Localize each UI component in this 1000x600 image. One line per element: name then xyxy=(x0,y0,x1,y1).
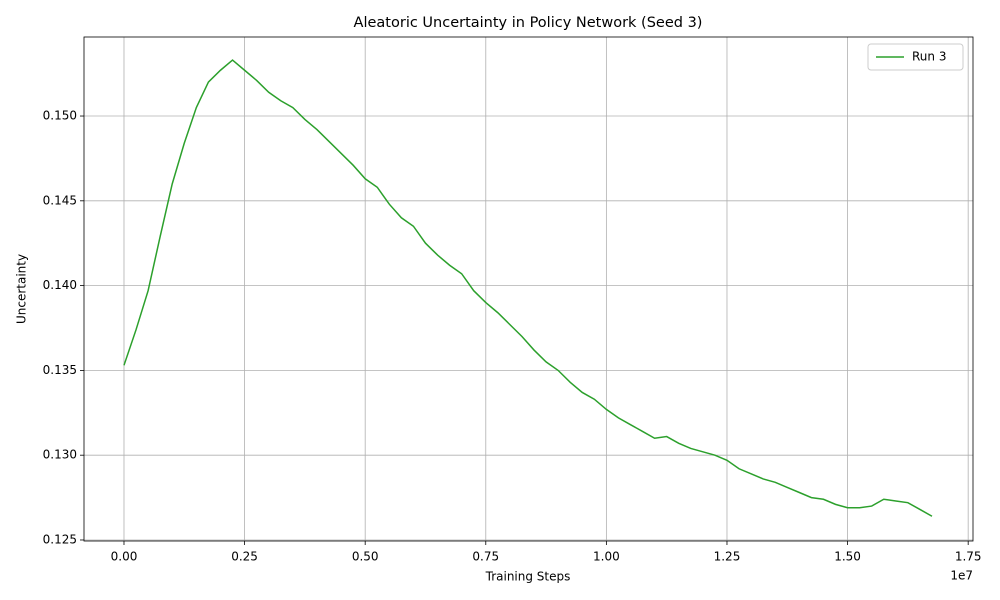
y-tick-label: 0.130 xyxy=(43,448,77,462)
x-tick-label: 0.00 xyxy=(111,550,138,564)
x-tick-label: 0.50 xyxy=(352,550,379,564)
x-axis-label: Training Steps xyxy=(485,570,571,584)
chart-title: Aleatoric Uncertainty in Policy Network … xyxy=(354,15,703,31)
x-tick-label: 1.75 xyxy=(955,550,982,564)
x-tick-label: 1.25 xyxy=(714,550,741,564)
data-line xyxy=(123,59,933,517)
legend-box xyxy=(867,43,964,71)
x-tick-label: 0.25 xyxy=(231,550,258,564)
x-tick-label: 0.75 xyxy=(472,550,499,564)
y-tick-label: 0.135 xyxy=(43,363,77,377)
y-tick-label: 0.145 xyxy=(43,193,77,207)
y-axis-label: Uncertainty xyxy=(15,254,29,324)
x-offset-label: 1e7 xyxy=(950,569,973,583)
y-tick-label: 0.125 xyxy=(43,532,77,546)
x-tick-label: 1.50 xyxy=(834,550,861,564)
x-tick-label: 1.00 xyxy=(593,550,620,564)
y-tick-label: 0.150 xyxy=(43,109,77,123)
plot-frame xyxy=(83,36,974,542)
legend-label: Run 3 xyxy=(912,50,946,64)
y-tick-label: 0.140 xyxy=(43,278,77,292)
